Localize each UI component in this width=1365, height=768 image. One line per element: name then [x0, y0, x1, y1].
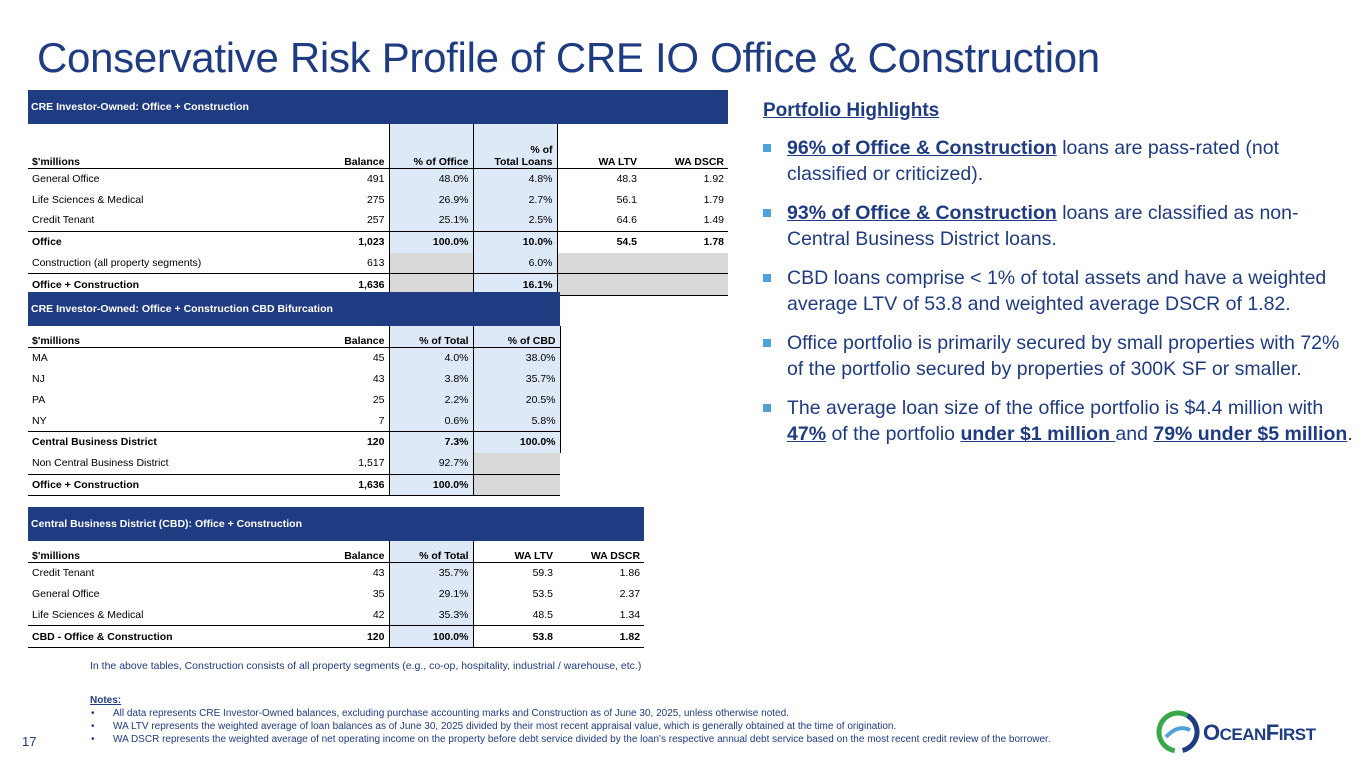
column-header: % of Office	[388, 124, 473, 169]
note-item: • All data represents CRE Investor-Owned …	[91, 708, 789, 719]
column-headers: $'millions Balance% of Total WA LTV WA DSCR	[28, 541, 645, 563]
column-header: $'millions	[28, 124, 264, 169]
wave-logo-icon	[1156, 710, 1200, 754]
column-header: Balance	[264, 124, 389, 169]
cbd-table: Central Business District (CBD): Office …	[28, 507, 645, 648]
oceanfirst-logo: OCEANFIRST	[1156, 710, 1341, 754]
note-item: • WA LTV represents the weighted average …	[91, 721, 897, 732]
highlight-bullet: The average loan size of the office port…	[763, 395, 1353, 447]
highlight-bullet: 93% of Office & Construction loans are c…	[763, 200, 1353, 252]
table-row: General Office 491 48.0% 4.8% 48.3 1.92	[28, 168, 728, 190]
table-row-total: CBD - Office & Construction 120 100.0% 53.8…	[28, 625, 645, 648]
table-row-total: Office + Construction 1,636 100.0%	[28, 473, 561, 497]
highlight-bullet: Office portfolio is primarily secured by…	[763, 330, 1353, 382]
notes: Notes: • All data represents CRE Investor…	[90, 694, 1150, 746]
table-row: NY 7 0.6% 5.8%	[28, 410, 561, 432]
highlight-bullet: 96% of Office & Construction loans are p…	[763, 135, 1353, 187]
table-title: Central Business District (CBD): Office …	[28, 507, 645, 541]
table-row: Life Sciences & Medical 42 35.3% 48.5 1.34	[28, 604, 644, 626]
office-construction-table: CRE Investor-Owned: Office + Constructio…	[28, 90, 728, 297]
column-header: WA LTV	[557, 124, 641, 169]
table-row: Non Central Business District 1,517 92.7%	[28, 452, 561, 475]
column-header: WA DSCR	[641, 124, 728, 169]
square-bullet-icon	[763, 404, 771, 412]
table-row: MA 45 4.0% 38.0%	[28, 347, 561, 369]
table-row-total: Office 1,023 100.0% 10.0% 54.5 1.78	[28, 230, 728, 253]
logo-wordmark: OCEANFIRST	[1203, 720, 1316, 745]
page-number: 17	[22, 734, 37, 749]
highlight-bullet: CBD loans comprise < 1% of total assets …	[763, 265, 1353, 317]
table-row: Credit Tenant 43 35.7% 59.3 1.86	[28, 562, 644, 584]
table-title: CRE Investor-Owned: Office + Constructio…	[28, 292, 561, 326]
column-header: % of Total Loans	[472, 124, 558, 169]
square-bullet-icon	[763, 144, 771, 152]
square-bullet-icon	[763, 339, 771, 347]
table-row: PA 25 2.2% 20.5%	[28, 389, 561, 411]
note-item: • WA DSCR represents the weighted average…	[91, 734, 1051, 745]
cbd-bifurcation-table: CRE Investor-Owned: Office + Constructio…	[28, 292, 561, 497]
table-row: Life Sciences & Medical 275 26.9% 2.7% 56.1 1…	[28, 189, 728, 211]
square-bullet-icon	[763, 274, 771, 282]
table-row: Construction (all property segments) 613 6…	[28, 252, 728, 274]
table-row: Credit Tenant 257 25.1% 2.5% 64.6 1.49	[28, 210, 728, 232]
table-title: CRE Investor-Owned: Office + Constructio…	[28, 90, 728, 124]
table-row: General Office 35 29.1% 53.5 2.37	[28, 583, 644, 605]
notes-title: Notes:	[90, 695, 122, 706]
column-headers: $'millions Balance% of Total% of CBD	[28, 326, 561, 348]
table-row-total: Central Business District 120 7.3% 100.0%	[28, 430, 561, 453]
portfolio-highlights: Portfolio Highlights 96% of Office & Con…	[763, 100, 1353, 460]
table-row: NJ 43 3.8% 35.7%	[28, 368, 561, 390]
page-title: Conservative Risk Profile of CRE IO Offi…	[37, 34, 1100, 81]
table-footnote: In the above tables, Construction consis…	[90, 660, 642, 672]
table-row-total: Office + Construction 1,636 16.1%	[28, 273, 728, 297]
highlights-title: Portfolio Highlights	[763, 100, 940, 121]
square-bullet-icon	[763, 209, 771, 217]
